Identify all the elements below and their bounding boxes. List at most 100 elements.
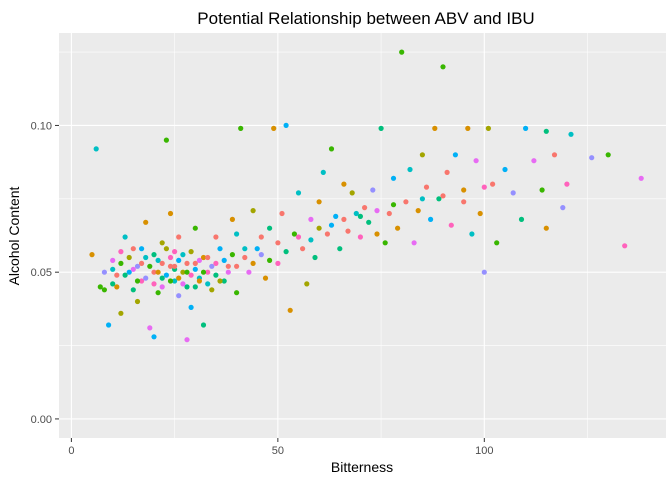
data-point <box>374 231 380 237</box>
data-point <box>407 166 413 173</box>
data-point <box>172 263 178 269</box>
data-point <box>110 266 116 272</box>
data-point <box>151 281 157 287</box>
data-point <box>97 284 103 290</box>
data-point <box>200 254 207 261</box>
data-point <box>155 290 161 296</box>
data-point <box>143 275 149 281</box>
data-point <box>167 278 174 284</box>
data-point <box>490 181 496 187</box>
data-point <box>386 210 392 217</box>
x-axis-ticks: 0 50 100 <box>68 438 493 457</box>
data-point <box>134 278 141 284</box>
data-point <box>242 254 248 261</box>
data-point <box>225 263 231 269</box>
data-point <box>167 210 174 217</box>
data-point <box>275 240 281 246</box>
data-point <box>93 146 99 152</box>
data-point <box>448 222 454 228</box>
data-point <box>362 205 368 211</box>
data-point <box>159 240 165 246</box>
data-point <box>196 257 202 263</box>
data-point <box>258 234 264 240</box>
data-point <box>469 231 475 237</box>
data-point <box>176 293 182 299</box>
data-point <box>271 125 277 131</box>
data-point <box>221 278 227 284</box>
data-point <box>159 284 165 290</box>
data-point <box>180 269 186 275</box>
data-point <box>543 225 549 231</box>
data-point <box>328 146 335 152</box>
data-point <box>147 263 153 269</box>
data-point <box>114 272 120 278</box>
data-point <box>510 190 516 196</box>
data-point <box>246 269 252 275</box>
data-point <box>180 252 186 258</box>
data-point <box>184 284 190 290</box>
data-point <box>295 190 302 196</box>
data-point <box>390 202 397 208</box>
data-point <box>159 275 165 281</box>
data-point <box>353 210 359 217</box>
data-point <box>101 269 107 275</box>
data-point <box>151 269 157 275</box>
data-point <box>465 125 471 131</box>
data-point <box>308 237 314 243</box>
data-point <box>196 278 202 284</box>
y-tick-label: 0.10 <box>31 120 52 132</box>
data-point <box>106 322 112 328</box>
data-point <box>139 246 145 252</box>
data-point <box>304 281 310 287</box>
x-tick-label: 0 <box>68 445 74 457</box>
data-point <box>213 272 219 278</box>
data-point <box>287 307 293 313</box>
data-point <box>308 216 314 222</box>
y-axis-ticks: 0.00 0.05 0.10 <box>31 120 59 426</box>
data-point <box>205 269 211 275</box>
data-point <box>440 193 446 199</box>
data-point <box>151 334 157 340</box>
data-point <box>428 216 434 222</box>
data-point <box>118 260 124 266</box>
data-point <box>167 263 174 269</box>
data-point <box>238 125 244 131</box>
data-point <box>337 246 343 252</box>
data-point <box>481 184 487 190</box>
data-point <box>539 187 545 193</box>
data-point <box>172 249 178 255</box>
data-point <box>283 249 289 255</box>
data-point <box>114 284 120 290</box>
data-point <box>217 278 223 284</box>
data-point <box>481 269 487 275</box>
data-point <box>267 257 273 263</box>
data-point <box>502 166 508 173</box>
data-point <box>159 260 165 266</box>
data-point <box>229 252 235 258</box>
data-point <box>341 216 347 222</box>
data-point <box>423 184 430 190</box>
data-point <box>167 254 174 261</box>
data-point <box>333 213 339 219</box>
data-point <box>477 210 483 217</box>
data-point <box>147 325 153 331</box>
data-point <box>110 257 116 263</box>
data-point <box>357 234 363 240</box>
data-point <box>262 275 269 281</box>
data-point <box>403 199 409 205</box>
data-point <box>188 304 194 310</box>
data-point <box>192 266 198 272</box>
data-point <box>295 234 302 240</box>
data-point <box>192 225 198 231</box>
data-point <box>461 199 467 205</box>
data-point <box>163 246 169 252</box>
data-point <box>122 272 128 278</box>
data-point <box>366 219 372 225</box>
data-point <box>143 219 149 225</box>
data-point <box>378 125 384 131</box>
data-point <box>267 225 273 231</box>
data-point <box>229 216 235 222</box>
data-point <box>234 231 240 237</box>
data-point <box>184 337 190 343</box>
data-point <box>390 175 397 181</box>
